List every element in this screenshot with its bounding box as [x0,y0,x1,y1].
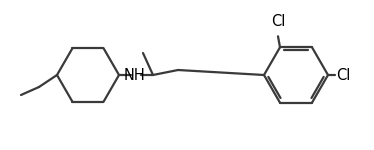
Text: NH: NH [124,68,146,82]
Text: Cl: Cl [336,68,350,82]
Text: Cl: Cl [271,14,285,29]
